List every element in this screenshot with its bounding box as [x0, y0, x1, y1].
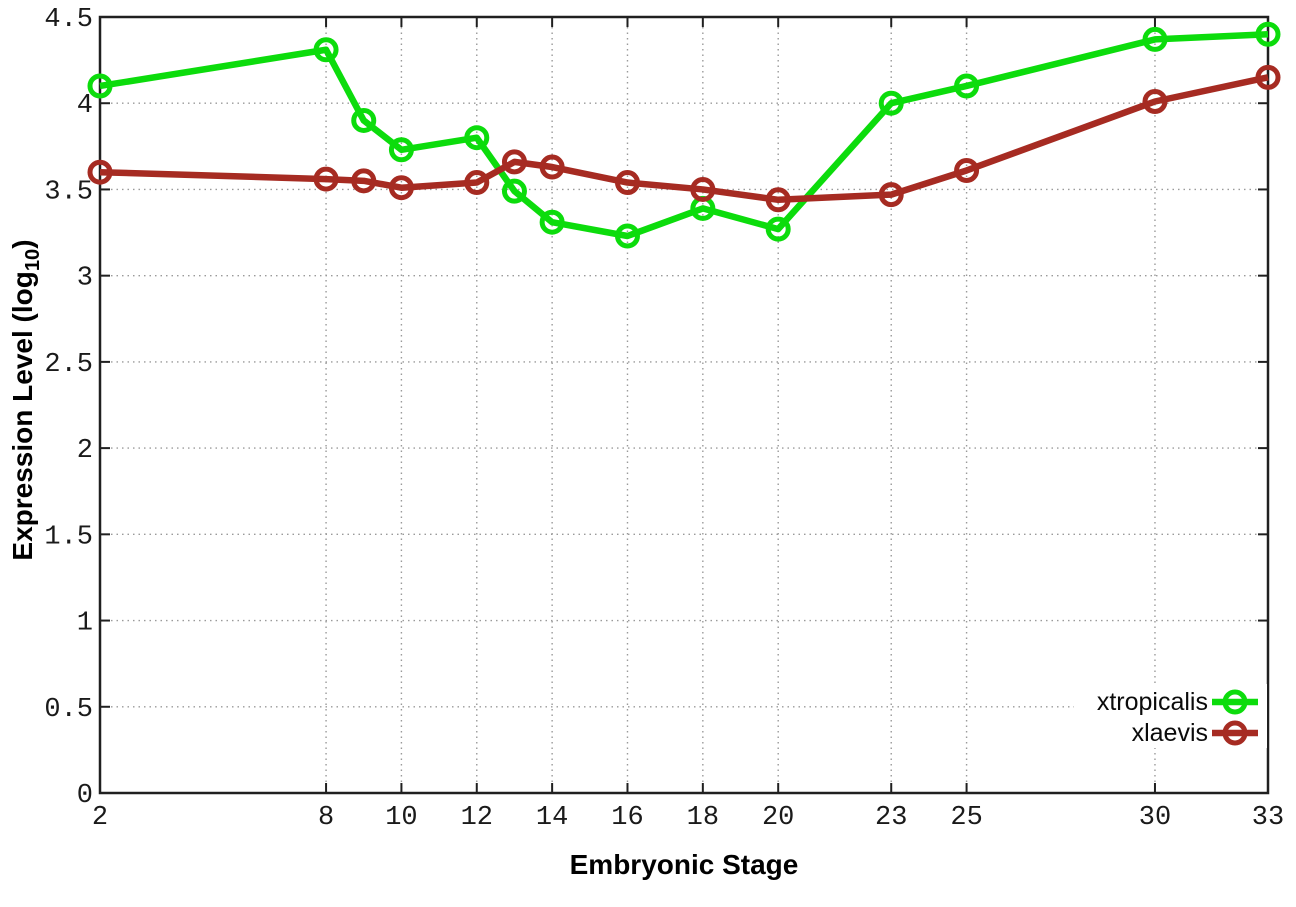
x-tick-label: 30 [1139, 803, 1171, 833]
y-axis-label-close: ) [7, 239, 39, 249]
data-point-xlaevis-stage-9 [351, 168, 377, 194]
legend-background [1074, 684, 1267, 748]
y-tick-label: 1 [77, 609, 93, 639]
y-tick-label: 3.5 [44, 177, 93, 207]
y-axis-label-main: Expression Level (log [7, 271, 39, 561]
data-point-xlaevis-stage-2 [87, 159, 113, 185]
data-point-xtropicalis-stage-23 [878, 90, 904, 116]
y-tick-label: 2 [77, 436, 93, 466]
x-tick-label: 14 [536, 803, 568, 833]
data-point-xlaevis-stage-14 [539, 154, 565, 180]
x-tick-label: 2 [92, 803, 108, 833]
plot-border [98, 15, 1270, 795]
data-point-xtropicalis-stage-30 [1142, 26, 1168, 52]
data-point-xtropicalis-stage-2 [87, 73, 113, 99]
x-tick-label: 16 [611, 803, 643, 833]
x-tick-label: 8 [318, 803, 334, 833]
y-axis-label-subscript: 10 [21, 248, 44, 272]
data-point-xtropicalis-stage-9 [351, 107, 377, 133]
data-point-xtropicalis-stage-20 [765, 216, 791, 242]
y-tick-label: 4 [77, 91, 93, 121]
data-point-xlaevis-stage-16 [614, 170, 640, 196]
x-tick-label: 12 [461, 803, 493, 833]
data-point-xlaevis-stage-8 [313, 166, 339, 192]
data-point-xlaevis-stage-12 [464, 170, 490, 196]
y-tick-label: 2.5 [44, 350, 93, 380]
data-point-xtropicalis-stage-10 [388, 137, 414, 163]
data-point-xtropicalis-stage-16 [614, 223, 640, 249]
legend-label-xtropicalis: xtropicalis [1096, 688, 1208, 716]
data-point-xtropicalis-stage-8 [313, 37, 339, 63]
legend-sample-marker-xtropicalis [1222, 689, 1248, 715]
series-line-xtropicalis [99, 30, 1269, 240]
x-tick-label: 10 [385, 803, 417, 833]
data-point-xlaevis-stage-18 [690, 176, 716, 202]
x-tick-label: 23 [875, 803, 907, 833]
legend-label-xlaevis: xlaevis [1131, 719, 1208, 747]
data-point-xtropicalis-stage-13 [501, 178, 527, 204]
x-tick-label: 25 [950, 803, 982, 833]
data-point-xlaevis-stage-33 [1255, 64, 1281, 90]
data-point-xtropicalis-stage-33 [1255, 21, 1281, 47]
series-line-xlaevis [99, 74, 1269, 204]
data-point-xlaevis-stage-30 [1142, 88, 1168, 114]
x-tick-label: 20 [762, 803, 794, 833]
data-point-xtropicalis-stage-25 [954, 73, 980, 99]
data-point-xlaevis-stage-13 [501, 149, 527, 175]
data-point-xlaevis-stage-25 [954, 157, 980, 183]
y-tick-label: 0.5 [44, 695, 93, 725]
x-axis-label: Embryonic Stage [569, 849, 799, 880]
y-tick-label: 4.5 [44, 5, 93, 35]
y-tick-label: 1.5 [44, 522, 93, 552]
x-tick-label: 33 [1252, 803, 1284, 833]
y-tick-label: 3 [77, 264, 93, 294]
y-tick-label: 0 [77, 781, 93, 811]
data-point-xtropicalis-stage-14 [539, 209, 565, 235]
y-axis-label: Expression Level (log10) [7, 239, 45, 560]
data-point-xlaevis-stage-23 [878, 182, 904, 208]
data-point-xlaevis-stage-20 [765, 187, 791, 213]
data-point-xlaevis-stage-10 [388, 175, 414, 201]
legend-sample-marker-xlaevis [1222, 720, 1248, 746]
data-point-xtropicalis-stage-12 [464, 125, 490, 151]
x-tick-label: 18 [687, 803, 719, 833]
